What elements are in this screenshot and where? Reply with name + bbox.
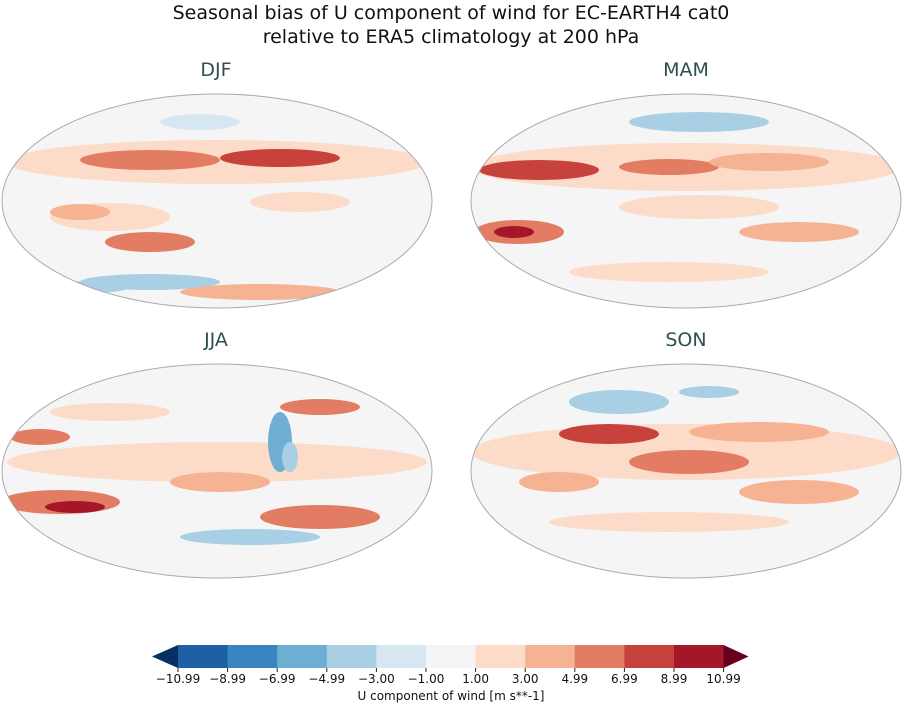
bias-contour [619,159,719,175]
bias-contour [709,153,829,171]
title-line-1: Seasonal bias of U component of wind for… [172,2,730,24]
colorbar-segment [277,645,328,668]
panel-title-jja: JJA [204,329,228,351]
bias-contour [629,450,749,474]
bias-contour [689,422,829,442]
colorbar-tick-label: −6.99 [258,672,296,686]
bias-contour [80,150,220,170]
bias-contour [170,472,270,492]
bias-contour [629,112,769,132]
bias-contour [105,232,195,252]
colorbar-tick-label: 8.99 [660,672,688,686]
colorbar-tick-label: −3.00 [358,672,395,686]
bias-contour [45,501,105,513]
panel-title-mam: MAM [663,59,709,81]
map-background [2,94,432,308]
bias-contour [519,472,599,492]
colorbar-segment [525,645,576,668]
bias-contour [739,222,859,242]
colorbar-extend-high [723,645,749,668]
colorbar-segment [426,645,477,668]
bias-contour [160,114,240,130]
bias-contour [679,386,739,398]
colorbar-segment [475,645,526,668]
bias-contour [260,505,380,529]
bias-contour [559,424,659,444]
bias-contour [739,480,859,504]
bias-contour [180,284,340,300]
bias-contour [7,442,427,482]
map-border [1,93,433,309]
map-mam [470,93,902,309]
title-line-2: relative to ERA5 climatology at 200 hPa [262,26,640,48]
colorbar-segment [624,645,675,668]
colorbar-tick-label: −1.00 [407,672,445,686]
colorbar-segment [227,645,278,668]
bias-contour [494,226,534,238]
colorbar-tick-label: 4.99 [561,672,589,686]
bias-contour [180,529,320,545]
bias-contour [250,192,350,212]
map-son [470,363,902,579]
bias-contour [220,149,340,167]
colorbar-segment [178,645,229,668]
figure-title: Seasonal bias of U component of wind for… [0,1,902,49]
map-border [470,93,902,309]
colorbar-label: U component of wind [m s**-1] [357,689,545,703]
bias-contour [479,160,599,180]
colorbar-segment [674,645,725,668]
colorbar-tick-label: −10.99 [155,672,201,686]
panel-title-djf: DJF [200,59,232,81]
bias-contour [619,195,779,219]
colorbar-segment [326,645,377,668]
colorbar-tick-label: −4.99 [308,672,346,686]
colorbar-segment [574,645,625,668]
panel-title-son: SON [665,329,707,351]
bias-contour [282,442,298,472]
bias-contour [280,399,360,415]
bias-contour [10,429,70,445]
map-border [1,363,433,579]
colorbar-tick-label: 1.00 [462,672,489,686]
map-jja [1,363,433,579]
colorbar-tick-label: −8.99 [209,672,246,686]
colorbar-tick-label: 10.99 [706,672,741,686]
bias-contour [549,512,789,532]
map-djf [1,93,433,309]
colorbar-segment [376,645,427,668]
bias-contour [50,403,170,421]
bias-contour [569,262,769,282]
colorbar-tick-label: 3.00 [511,672,539,686]
bias-contour [569,390,669,414]
colorbar-tick-label: 6.99 [611,672,638,686]
colorbar-extend-low [152,645,178,668]
map-border [470,363,902,579]
bias-contour [50,204,110,220]
